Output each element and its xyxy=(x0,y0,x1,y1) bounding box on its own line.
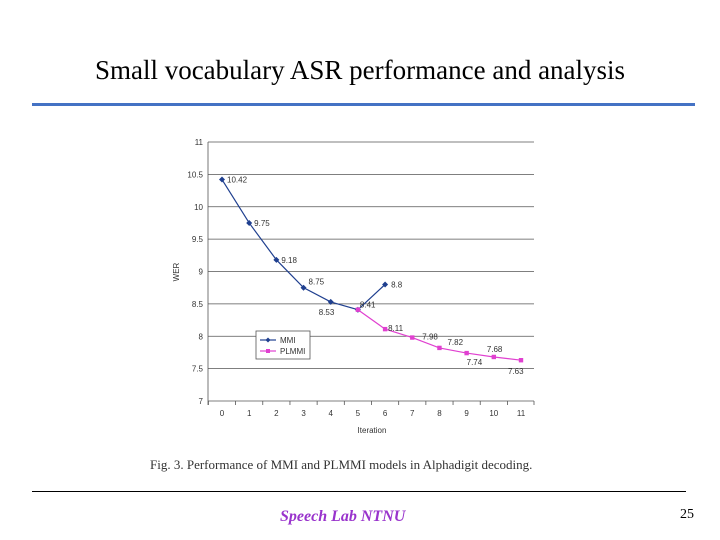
legend-marker-mmi xyxy=(265,337,271,343)
data-point-mmi xyxy=(273,256,280,263)
title-divider xyxy=(32,103,695,106)
data-point-plmmi xyxy=(410,335,415,340)
x-tick-label: 7 xyxy=(410,409,415,418)
data-point-plmmi xyxy=(437,345,442,351)
y-tick-label: 7.5 xyxy=(192,365,204,374)
y-tick-label: 7 xyxy=(199,397,204,406)
x-tick-label: 1 xyxy=(247,409,252,418)
data-point-plmmi xyxy=(491,354,497,360)
data-label: 8.11 xyxy=(388,324,404,333)
y-tick-label: 9 xyxy=(199,268,204,277)
y-tick-label: 10 xyxy=(194,203,203,212)
data-point-plmmi xyxy=(518,358,524,363)
y-axis-title: WER xyxy=(172,262,181,281)
y-tick-label: 10.5 xyxy=(187,170,203,179)
data-label: 7.68 xyxy=(487,345,503,354)
data-label: 9.18 xyxy=(281,256,297,265)
x-tick-label: 0 xyxy=(220,409,225,418)
y-tick-label: 8.5 xyxy=(192,300,204,309)
data-label: 8.8 xyxy=(391,280,403,289)
data-point-mmi xyxy=(246,219,253,226)
data-label: 7.82 xyxy=(447,338,463,347)
legend-marker-plmmi xyxy=(266,349,270,353)
data-point-plmmi xyxy=(382,326,388,332)
footer-divider xyxy=(32,491,686,492)
data-label: 9.75 xyxy=(254,219,270,228)
data-point-mmi xyxy=(219,176,225,183)
x-tick-label: 8 xyxy=(437,409,442,418)
x-tick-label: 2 xyxy=(274,409,279,418)
slide-title: Small vocabulary ASR performance and ana… xyxy=(94,55,626,85)
data-label: 7.98 xyxy=(422,333,438,342)
data-point-plmmi xyxy=(464,350,469,356)
data-point-mmi xyxy=(382,281,389,288)
x-tick-label: 5 xyxy=(356,409,361,418)
data-point-mmi xyxy=(300,284,307,291)
data-label: 7.74 xyxy=(467,358,483,367)
data-label: 7.63 xyxy=(508,367,524,376)
x-tick-label: 6 xyxy=(383,409,388,418)
legend-label: PLMMI xyxy=(280,347,305,356)
x-tick-label: 4 xyxy=(329,409,334,418)
x-tick-label: 11 xyxy=(517,409,526,418)
legend-box xyxy=(255,330,311,360)
data-point-mmi xyxy=(327,298,334,305)
data-label: 8.75 xyxy=(309,278,325,287)
legend-label: MMI xyxy=(280,336,296,345)
figure-caption: Fig. 3. Performance of MMI and PLMMI mod… xyxy=(150,457,533,472)
x-axis-title: Iteration xyxy=(358,426,387,435)
data-label: 10.42 xyxy=(227,176,248,185)
y-tick-label: 11 xyxy=(195,138,204,147)
data-label: 8.41 xyxy=(360,301,376,310)
x-tick-label: 3 xyxy=(301,409,306,418)
y-tick-label: 9.5 xyxy=(192,235,204,244)
data-label: 8.53 xyxy=(319,308,335,317)
x-tick-label: 10 xyxy=(489,409,498,418)
data-point-plmmi xyxy=(355,307,361,312)
y-tick-label: 8 xyxy=(199,332,204,341)
page-number: 25 xyxy=(680,507,694,522)
footer-lab-name: Speech Lab NTNU xyxy=(280,508,406,525)
x-tick-label: 9 xyxy=(464,409,469,418)
